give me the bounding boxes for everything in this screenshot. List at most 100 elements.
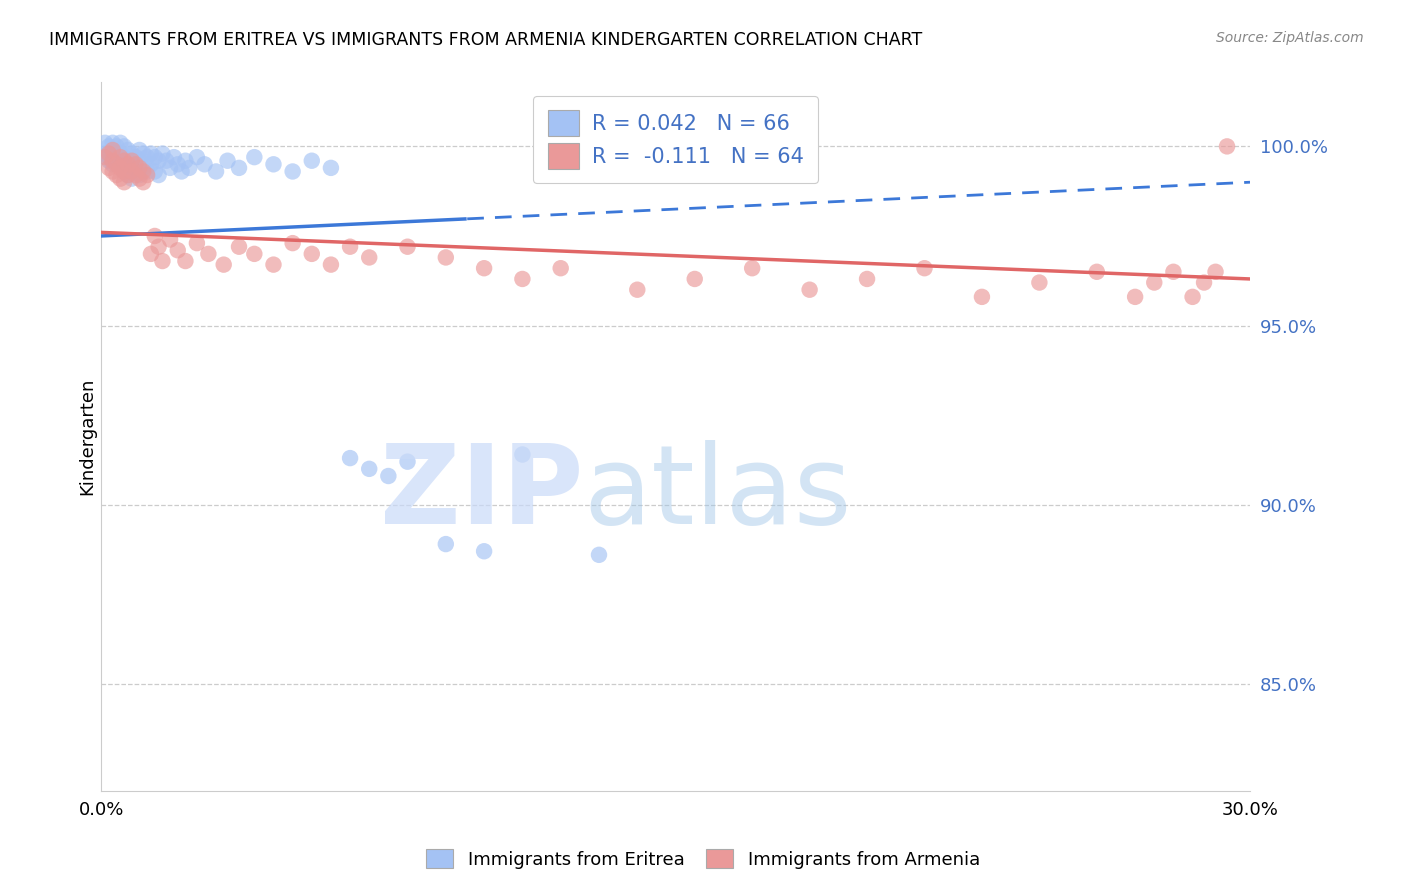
Point bbox=[914, 261, 936, 276]
Point bbox=[243, 247, 266, 261]
Point bbox=[121, 157, 143, 171]
Point bbox=[110, 157, 132, 171]
Point bbox=[1216, 139, 1239, 153]
Point bbox=[117, 168, 139, 182]
Point bbox=[1181, 290, 1204, 304]
Point bbox=[359, 462, 381, 476]
Point bbox=[550, 261, 572, 276]
Point bbox=[434, 537, 457, 551]
Point bbox=[128, 168, 150, 182]
Point bbox=[117, 168, 139, 182]
Point bbox=[588, 548, 610, 562]
Point bbox=[152, 254, 174, 268]
Point bbox=[101, 157, 124, 171]
Point bbox=[132, 175, 155, 189]
Point bbox=[128, 143, 150, 157]
Point bbox=[124, 161, 146, 175]
Text: Source: ZipAtlas.com: Source: ZipAtlas.com bbox=[1216, 31, 1364, 45]
Point bbox=[396, 240, 419, 254]
Point bbox=[112, 153, 135, 168]
Point bbox=[124, 168, 146, 182]
Legend: Immigrants from Eritrea, Immigrants from Armenia: Immigrants from Eritrea, Immigrants from… bbox=[419, 842, 987, 876]
Point bbox=[101, 153, 124, 168]
Point bbox=[741, 261, 763, 276]
Point bbox=[1085, 265, 1108, 279]
Point bbox=[97, 161, 120, 175]
Point bbox=[128, 161, 150, 175]
Point bbox=[683, 272, 706, 286]
Point bbox=[155, 153, 177, 168]
Point bbox=[174, 153, 197, 168]
Point bbox=[105, 153, 128, 168]
Point bbox=[139, 146, 162, 161]
Point bbox=[97, 139, 120, 153]
Point bbox=[94, 136, 117, 150]
Point bbox=[166, 244, 188, 258]
Point bbox=[105, 139, 128, 153]
Point bbox=[186, 236, 208, 251]
Text: IMMIGRANTS FROM ERITREA VS IMMIGRANTS FROM ARMENIA KINDERGARTEN CORRELATION CHAR: IMMIGRANTS FROM ERITREA VS IMMIGRANTS FR… bbox=[49, 31, 922, 49]
Point bbox=[143, 229, 166, 244]
Point bbox=[1163, 265, 1185, 279]
Point bbox=[263, 157, 285, 171]
Point bbox=[136, 164, 159, 178]
Point bbox=[128, 153, 150, 168]
Point bbox=[166, 157, 188, 171]
Point bbox=[143, 150, 166, 164]
Point bbox=[112, 139, 135, 153]
Point bbox=[128, 171, 150, 186]
Point bbox=[217, 153, 239, 168]
Point bbox=[105, 157, 128, 171]
Point bbox=[512, 448, 534, 462]
Point bbox=[281, 236, 304, 251]
Point bbox=[105, 150, 128, 164]
Point bbox=[174, 254, 197, 268]
Point bbox=[512, 272, 534, 286]
Point bbox=[1192, 276, 1215, 290]
Point bbox=[319, 161, 342, 175]
Point bbox=[110, 161, 132, 175]
Point bbox=[101, 143, 124, 157]
Legend: R = 0.042   N = 66, R =  -0.111   N = 64: R = 0.042 N = 66, R = -0.111 N = 64 bbox=[533, 95, 818, 183]
Point bbox=[1028, 276, 1050, 290]
Point bbox=[143, 164, 166, 178]
Point bbox=[110, 150, 132, 164]
Point bbox=[139, 247, 162, 261]
Point bbox=[112, 150, 135, 164]
Point bbox=[228, 240, 250, 254]
Point bbox=[136, 150, 159, 164]
Point bbox=[148, 153, 170, 168]
Point bbox=[626, 283, 648, 297]
Point bbox=[124, 150, 146, 164]
Point bbox=[193, 157, 215, 171]
Point bbox=[112, 175, 135, 189]
Point bbox=[319, 258, 342, 272]
Point bbox=[110, 136, 132, 150]
Point bbox=[117, 143, 139, 157]
Point bbox=[105, 168, 128, 182]
Point bbox=[970, 290, 993, 304]
Point bbox=[301, 247, 323, 261]
Point bbox=[339, 451, 361, 466]
Point bbox=[94, 146, 117, 161]
Point bbox=[110, 146, 132, 161]
Point bbox=[132, 146, 155, 161]
Point bbox=[148, 168, 170, 182]
Point bbox=[110, 171, 132, 186]
Point bbox=[1143, 276, 1166, 290]
Point bbox=[97, 150, 120, 164]
Point bbox=[212, 258, 235, 272]
Point bbox=[377, 469, 399, 483]
Y-axis label: Kindergarten: Kindergarten bbox=[79, 378, 96, 495]
Point bbox=[121, 153, 143, 168]
Point bbox=[228, 161, 250, 175]
Point bbox=[121, 164, 143, 178]
Point bbox=[132, 164, 155, 178]
Text: ZIP: ZIP bbox=[380, 440, 583, 547]
Point bbox=[159, 233, 181, 247]
Point bbox=[339, 240, 361, 254]
Point bbox=[117, 157, 139, 171]
Point bbox=[856, 272, 879, 286]
Point bbox=[97, 153, 120, 168]
Point bbox=[1205, 265, 1227, 279]
